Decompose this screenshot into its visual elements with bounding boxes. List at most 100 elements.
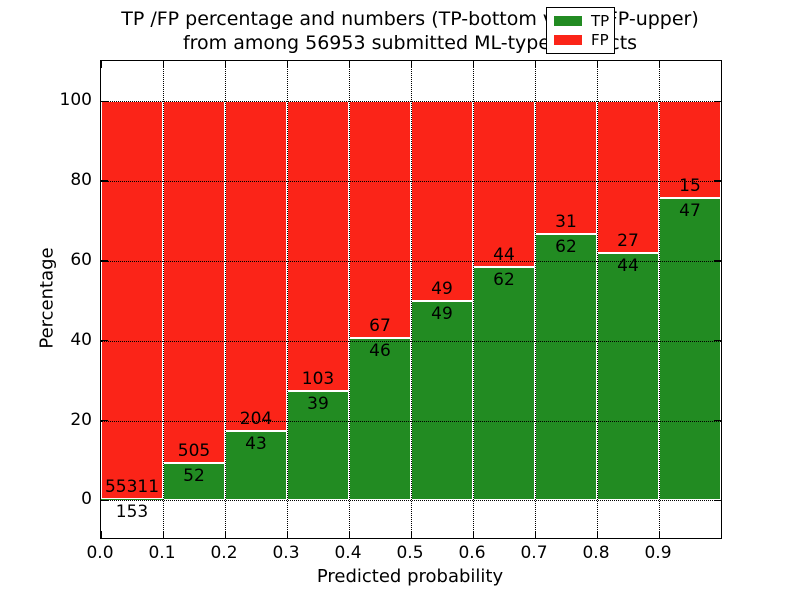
legend-entry-fp: FP — [554, 31, 609, 49]
x-tick-mark-top — [100, 61, 102, 68]
annotation-fp-count: 103 — [301, 368, 335, 389]
x-tick-mark — [224, 531, 226, 538]
annotation-fp-count: 31 — [555, 212, 577, 233]
x-tick-mark — [472, 531, 474, 538]
annotation-tp-count: 39 — [307, 393, 329, 414]
x-tick-label: 0.4 — [334, 543, 362, 563]
x-tick-mark-top — [286, 61, 288, 68]
annotation-tp-count: 62 — [555, 237, 577, 258]
annotation-fp-count: 55311 — [104, 477, 160, 498]
x-tick-mark — [286, 531, 288, 538]
annotation-tp-count: 43 — [245, 433, 267, 454]
bar-segment-fp — [287, 101, 349, 391]
x-tick-mark — [658, 531, 660, 538]
bar-segment-fp — [349, 101, 411, 338]
bar-segment-tp — [535, 234, 597, 501]
x-tick-mark — [348, 531, 350, 538]
bar-segment-tp — [225, 430, 287, 501]
gridline-vertical — [349, 61, 350, 538]
x-tick-label: 0.3 — [272, 543, 300, 563]
x-tick-mark — [410, 531, 412, 538]
chart-title: TP /FP percentage and numbers (TP-bottom… — [100, 7, 720, 55]
annotation-tp-count: 62 — [493, 269, 515, 290]
x-tick-label: 0.8 — [582, 543, 610, 563]
bar-segment-tp — [101, 499, 163, 501]
legend-label: TP — [591, 12, 610, 30]
annotation-fp-count: 27 — [617, 230, 639, 251]
bar-segment-fp — [163, 101, 225, 464]
y-tick-label: 60 — [70, 249, 92, 270]
legend: TP FP — [546, 7, 615, 54]
y-tick-mark — [101, 100, 108, 102]
x-tick-mark-top — [162, 61, 164, 68]
bar-segment-fp — [225, 101, 287, 431]
x-tick-label: 0.0 — [86, 543, 114, 563]
annotation-tp-count: 47 — [679, 200, 701, 221]
bar-segment-tp — [349, 337, 411, 501]
gridline-vertical — [411, 61, 412, 538]
gridline-vertical — [473, 61, 474, 538]
x-tick-mark-top — [534, 61, 536, 68]
x-tick-mark-top — [410, 61, 412, 68]
annotation-fp-count: 15 — [679, 175, 701, 196]
y-tick-mark-right — [714, 420, 721, 422]
x-tick-mark — [100, 531, 102, 538]
x-tick-mark-top — [472, 61, 474, 68]
y-tick-mark — [101, 340, 108, 342]
chart-title-line1: TP /FP percentage and numbers (TP-bottom… — [121, 8, 699, 30]
y-tick-mark-right — [714, 340, 721, 342]
x-axis-label: Predicted probability — [316, 566, 504, 587]
y-tick-mark-right — [714, 499, 721, 502]
gridline-vertical — [535, 61, 536, 538]
y-tick-mark-right — [714, 180, 721, 182]
bar-segment-tp — [659, 197, 721, 501]
annotation-tp-count: 46 — [369, 340, 391, 361]
x-tick-mark-top — [224, 61, 226, 68]
bar-segment-fp — [411, 101, 473, 301]
y-tick-label: 40 — [70, 329, 92, 350]
annotation-tp-count: 44 — [617, 255, 639, 276]
bar-segment-fp — [101, 101, 163, 500]
bar-segment-fp — [473, 101, 535, 267]
legend-swatch-tp — [554, 16, 582, 26]
x-tick-label: 0.2 — [210, 543, 238, 563]
annotation-fp-count: 204 — [239, 408, 273, 429]
gridline-vertical — [163, 61, 164, 538]
gridline-vertical — [659, 61, 660, 538]
legend-entry-tp: TP — [554, 12, 610, 30]
y-tick-label: 0 — [81, 489, 92, 510]
y-tick-label: 20 — [70, 409, 92, 430]
bar-segment-tp — [411, 300, 473, 501]
gridline-vertical — [225, 61, 226, 538]
y-tick-mark — [101, 499, 108, 502]
x-tick-mark — [596, 531, 598, 538]
x-tick-label: 0.9 — [644, 543, 672, 563]
y-tick-label: 80 — [70, 169, 92, 190]
y-tick-mark — [101, 180, 108, 182]
x-tick-mark-top — [348, 61, 350, 68]
gridline-vertical — [597, 61, 598, 538]
x-tick-label: 0.7 — [520, 543, 548, 563]
y-tick-mark-right — [714, 100, 721, 102]
annotation-tp-count: 52 — [183, 466, 205, 487]
x-tick-label: 0.1 — [148, 543, 176, 563]
x-tick-label: 0.6 — [458, 543, 486, 563]
plot-area: 55311 153 505 52 204 43 103 39 67 46 49 49 44 62 31 62 2… — [100, 60, 722, 539]
x-tick-mark-top — [658, 61, 660, 68]
bar-segment-tp — [473, 266, 535, 501]
gridline-vertical — [287, 61, 288, 538]
y-tick-mark — [101, 260, 108, 262]
legend-swatch-fp — [554, 35, 582, 45]
bar-segment-tp — [597, 252, 659, 501]
annotation-fp-count: 505 — [177, 441, 211, 462]
legend-label: FP — [591, 31, 609, 49]
y-tick-mark-right — [714, 260, 721, 262]
annotation-fp-count: 44 — [493, 244, 515, 265]
y-tick-label: 100 — [59, 90, 92, 110]
x-tick-label: 0.5 — [396, 543, 424, 563]
annotation-fp-count: 49 — [431, 278, 453, 299]
x-tick-mark — [534, 531, 536, 538]
bar-segment-tp — [287, 390, 349, 501]
annotation-tp-count: 49 — [431, 303, 453, 324]
